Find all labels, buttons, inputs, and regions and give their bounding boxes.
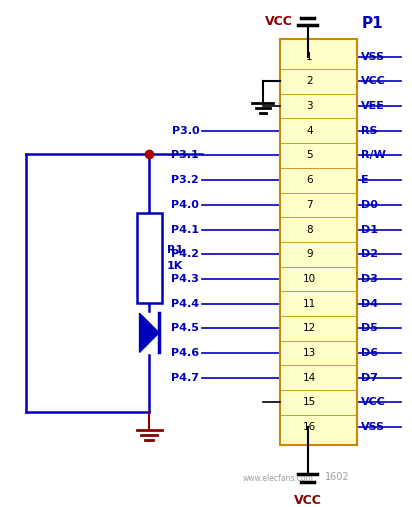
Polygon shape <box>140 313 159 352</box>
Text: VEE: VEE <box>361 101 385 111</box>
Text: www.elecfans.com: www.elecfans.com <box>243 475 314 483</box>
Text: VCC: VCC <box>361 397 386 408</box>
Text: 1: 1 <box>306 52 313 62</box>
Text: D2: D2 <box>361 249 378 259</box>
Text: P4.6: P4.6 <box>171 348 199 358</box>
Text: 6: 6 <box>306 175 313 185</box>
Text: RS: RS <box>361 126 378 136</box>
Text: 4: 4 <box>306 126 313 136</box>
Text: VCC: VCC <box>294 494 322 506</box>
Text: 7: 7 <box>306 200 313 210</box>
Text: 10: 10 <box>303 274 316 284</box>
Text: 8: 8 <box>306 225 313 235</box>
Bar <box>137 213 162 303</box>
Text: D6: D6 <box>361 348 379 358</box>
Text: P3.1: P3.1 <box>171 151 199 161</box>
Text: D5: D5 <box>361 323 378 333</box>
Text: VCC: VCC <box>361 77 386 86</box>
Text: P1: P1 <box>361 16 383 31</box>
Text: P4.4: P4.4 <box>171 299 199 309</box>
Text: P4.0: P4.0 <box>171 200 199 210</box>
Text: 11: 11 <box>303 299 316 309</box>
Text: P4.1: P4.1 <box>171 225 199 235</box>
Text: 3: 3 <box>306 101 313 111</box>
Text: 15: 15 <box>303 397 316 408</box>
Text: VSS: VSS <box>361 422 386 432</box>
Text: P3.2: P3.2 <box>171 175 199 185</box>
Text: 2: 2 <box>306 77 313 86</box>
Text: P3.0: P3.0 <box>171 126 199 136</box>
Text: E: E <box>361 175 369 185</box>
Text: P4.5: P4.5 <box>171 323 199 333</box>
Text: 13: 13 <box>303 348 316 358</box>
Text: 12: 12 <box>303 323 316 333</box>
Text: P4.2: P4.2 <box>171 249 199 259</box>
Text: D0: D0 <box>361 200 378 210</box>
Text: 1602: 1602 <box>325 472 349 482</box>
Text: D1: D1 <box>361 225 378 235</box>
Text: D3: D3 <box>361 274 378 284</box>
Text: VSS: VSS <box>361 52 386 62</box>
Text: P4.7: P4.7 <box>171 373 199 383</box>
Text: 9: 9 <box>306 249 313 259</box>
Text: 14: 14 <box>303 373 316 383</box>
Text: R/W: R/W <box>361 151 386 161</box>
Text: D4: D4 <box>361 299 379 309</box>
Text: 1K: 1K <box>167 261 183 271</box>
Text: D7: D7 <box>361 373 378 383</box>
Text: P4.3: P4.3 <box>171 274 199 284</box>
Text: 16: 16 <box>303 422 316 432</box>
Text: R1: R1 <box>167 245 183 255</box>
Text: 5: 5 <box>306 151 313 161</box>
Text: VCC: VCC <box>265 15 293 28</box>
Bar <box>280 39 356 445</box>
